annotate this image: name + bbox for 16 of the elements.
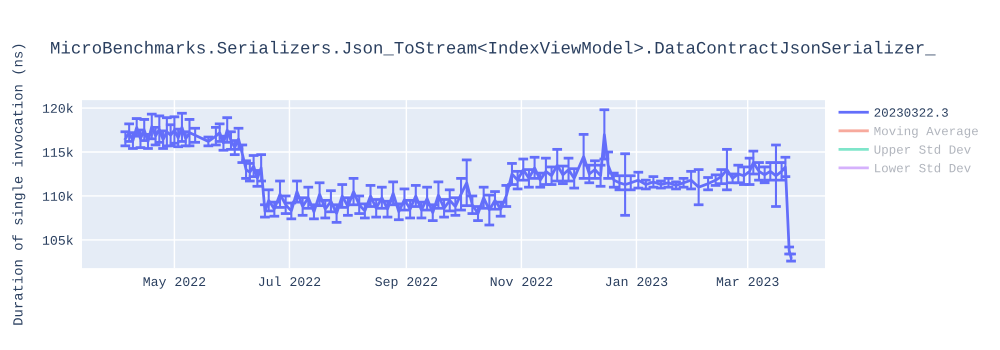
x-tick-label: Nov 2022 bbox=[490, 277, 552, 286]
y-axis-title: Duration of single invocation (ns) bbox=[12, 44, 26, 325]
y-tick-label: 115k bbox=[42, 147, 73, 157]
x-tick-label: May 2022 bbox=[144, 277, 206, 289]
legend-label: 20230322.3 bbox=[874, 108, 948, 117]
legend-label: Lower Std Dev bbox=[875, 163, 971, 172]
legend-label: Moving Average bbox=[874, 126, 978, 138]
x-tick-label: Sep 2022 bbox=[375, 277, 438, 289]
x-tick-label: Mar 2023 bbox=[716, 277, 779, 286]
y-tick-label: 105k bbox=[42, 235, 73, 245]
chart-title: MicroBenchmarks.Serializers.Json_ToStream<IndexViewModel>.DataContractJsonSerializer_ bbox=[51, 40, 936, 56]
y-tick-label: 120k bbox=[42, 103, 73, 113]
legend-label: Upper Std Dev bbox=[874, 144, 971, 156]
x-tick-label: Jan 2023 bbox=[606, 277, 668, 286]
y-tick-label: 110k bbox=[42, 191, 73, 201]
x-tick-label: Jul 2022 bbox=[258, 276, 320, 286]
